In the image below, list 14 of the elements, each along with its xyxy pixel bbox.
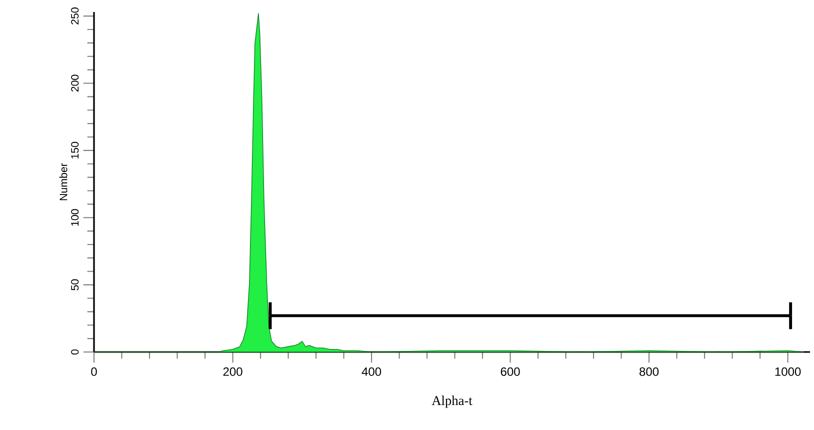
- x-tick-label: 0: [91, 367, 97, 376]
- x-axis-title: Alpha-t: [432, 396, 472, 408]
- y-tick-label: 250: [71, 8, 79, 24]
- x-tick-label: 600: [500, 367, 520, 376]
- y-tick-label: 0: [71, 349, 79, 355]
- x-tick-label: 1000: [775, 367, 801, 376]
- y-tick-label: 50: [71, 279, 79, 290]
- x-tick-label: 800: [640, 367, 659, 376]
- x-tick-label: 200: [223, 367, 242, 376]
- y-tick-label: 100: [71, 209, 79, 226]
- y-tick-label: 200: [71, 74, 79, 92]
- x-tick-label: 400: [362, 367, 382, 376]
- y-tick-label: 150: [71, 142, 79, 159]
- y-axis-title: Number: [59, 163, 68, 200]
